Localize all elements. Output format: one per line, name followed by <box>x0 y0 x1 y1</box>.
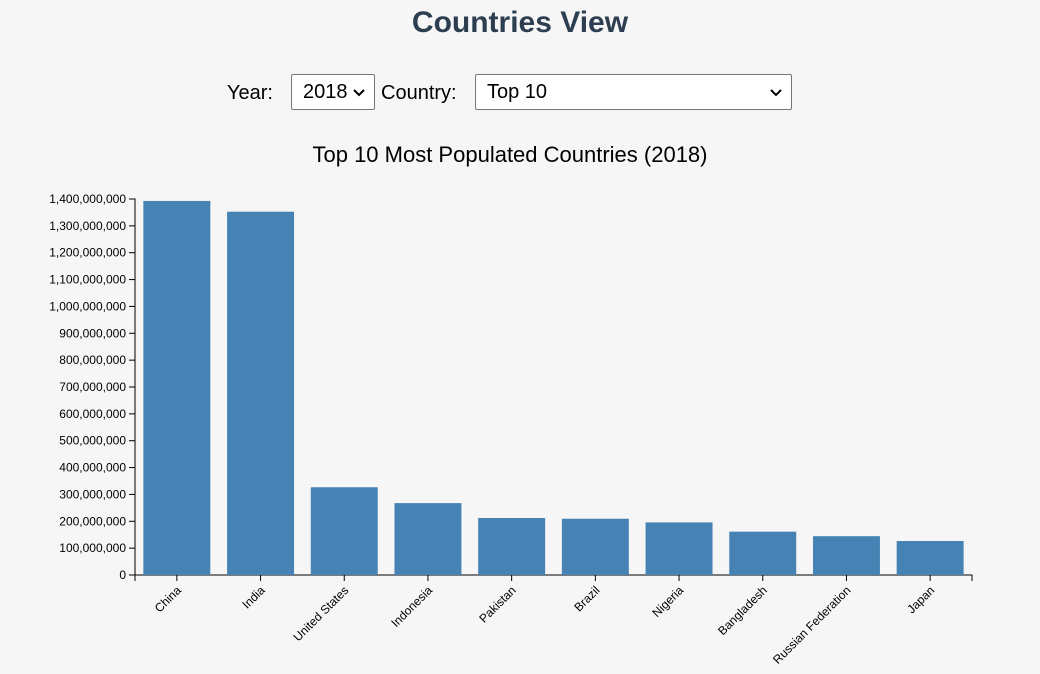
bar <box>478 518 546 575</box>
y-tick-label: 400,000,000 <box>59 461 126 475</box>
x-tick-label: Nigeria <box>649 583 686 620</box>
x-axis-line <box>134 574 973 581</box>
x-axis: China India United States Indonesia Pakistan… <box>134 574 973 667</box>
y-tick-label: 300,000,000 <box>59 487 126 501</box>
year-label: Year: <box>227 82 273 104</box>
y-axis: 0 100,000,000 200,000,000 300,000,000 400,00… <box>49 192 136 582</box>
x-tick-label: Russian Federation <box>770 583 853 666</box>
country-select[interactable]: Top 10 <box>475 74 792 110</box>
y-tick-label: 900,000,000 <box>59 326 126 340</box>
y-tick-label: 800,000,000 <box>59 353 126 367</box>
x-tick-label: Japan <box>904 583 937 616</box>
page-title: Countries View <box>411 6 629 39</box>
year-select-value: 2018 <box>303 81 348 103</box>
y-tick-label: 0 <box>119 568 126 582</box>
y-tick-label: 1,400,000,000 <box>49 192 126 206</box>
bar <box>645 522 713 575</box>
x-tick-label: Pakistan <box>476 583 518 625</box>
x-tick-label: Indonesia <box>388 583 435 630</box>
chart-title: Top 10 Most Populated Countries (2018) <box>312 142 707 167</box>
x-tick-label: India <box>239 583 268 612</box>
y-tick-label: 1,100,000,000 <box>49 273 126 287</box>
y-tick-label: 1,300,000,000 <box>49 219 126 233</box>
chevron-down-icon <box>353 89 365 97</box>
y-tick-label: 500,000,000 <box>59 434 126 448</box>
y-tick-label: 1,000,000,000 <box>49 299 126 313</box>
bar <box>394 503 462 575</box>
bar <box>896 541 964 575</box>
bar <box>310 487 378 575</box>
bar <box>143 200 211 575</box>
x-tick-label: China <box>152 583 184 615</box>
country-label: Country: <box>381 82 457 104</box>
country-select-value: Top 10 <box>487 81 548 103</box>
filter-controls: Year: 2018 Country: Top 10 <box>0 74 1040 112</box>
bar <box>561 518 629 575</box>
bar <box>227 211 295 575</box>
y-tick-label: 200,000,000 <box>59 514 126 528</box>
y-tick-label: 700,000,000 <box>59 380 126 394</box>
y-tick-label: 100,000,000 <box>59 541 126 555</box>
x-tick-label: Bangladesh <box>715 583 770 638</box>
bar <box>812 536 880 575</box>
bar <box>729 531 797 575</box>
year-select[interactable]: 2018 <box>291 74 375 110</box>
y-tick-label: 600,000,000 <box>59 407 126 421</box>
population-bar-chart: Top 10 Most Populated Countries (2018) 0… <box>49 142 973 667</box>
bars <box>143 200 964 575</box>
x-tick-label: United States <box>291 583 352 644</box>
chevron-down-icon <box>770 89 782 97</box>
x-tick-label: Brazil <box>571 583 602 614</box>
y-tick-label: 1,200,000,000 <box>49 246 126 260</box>
